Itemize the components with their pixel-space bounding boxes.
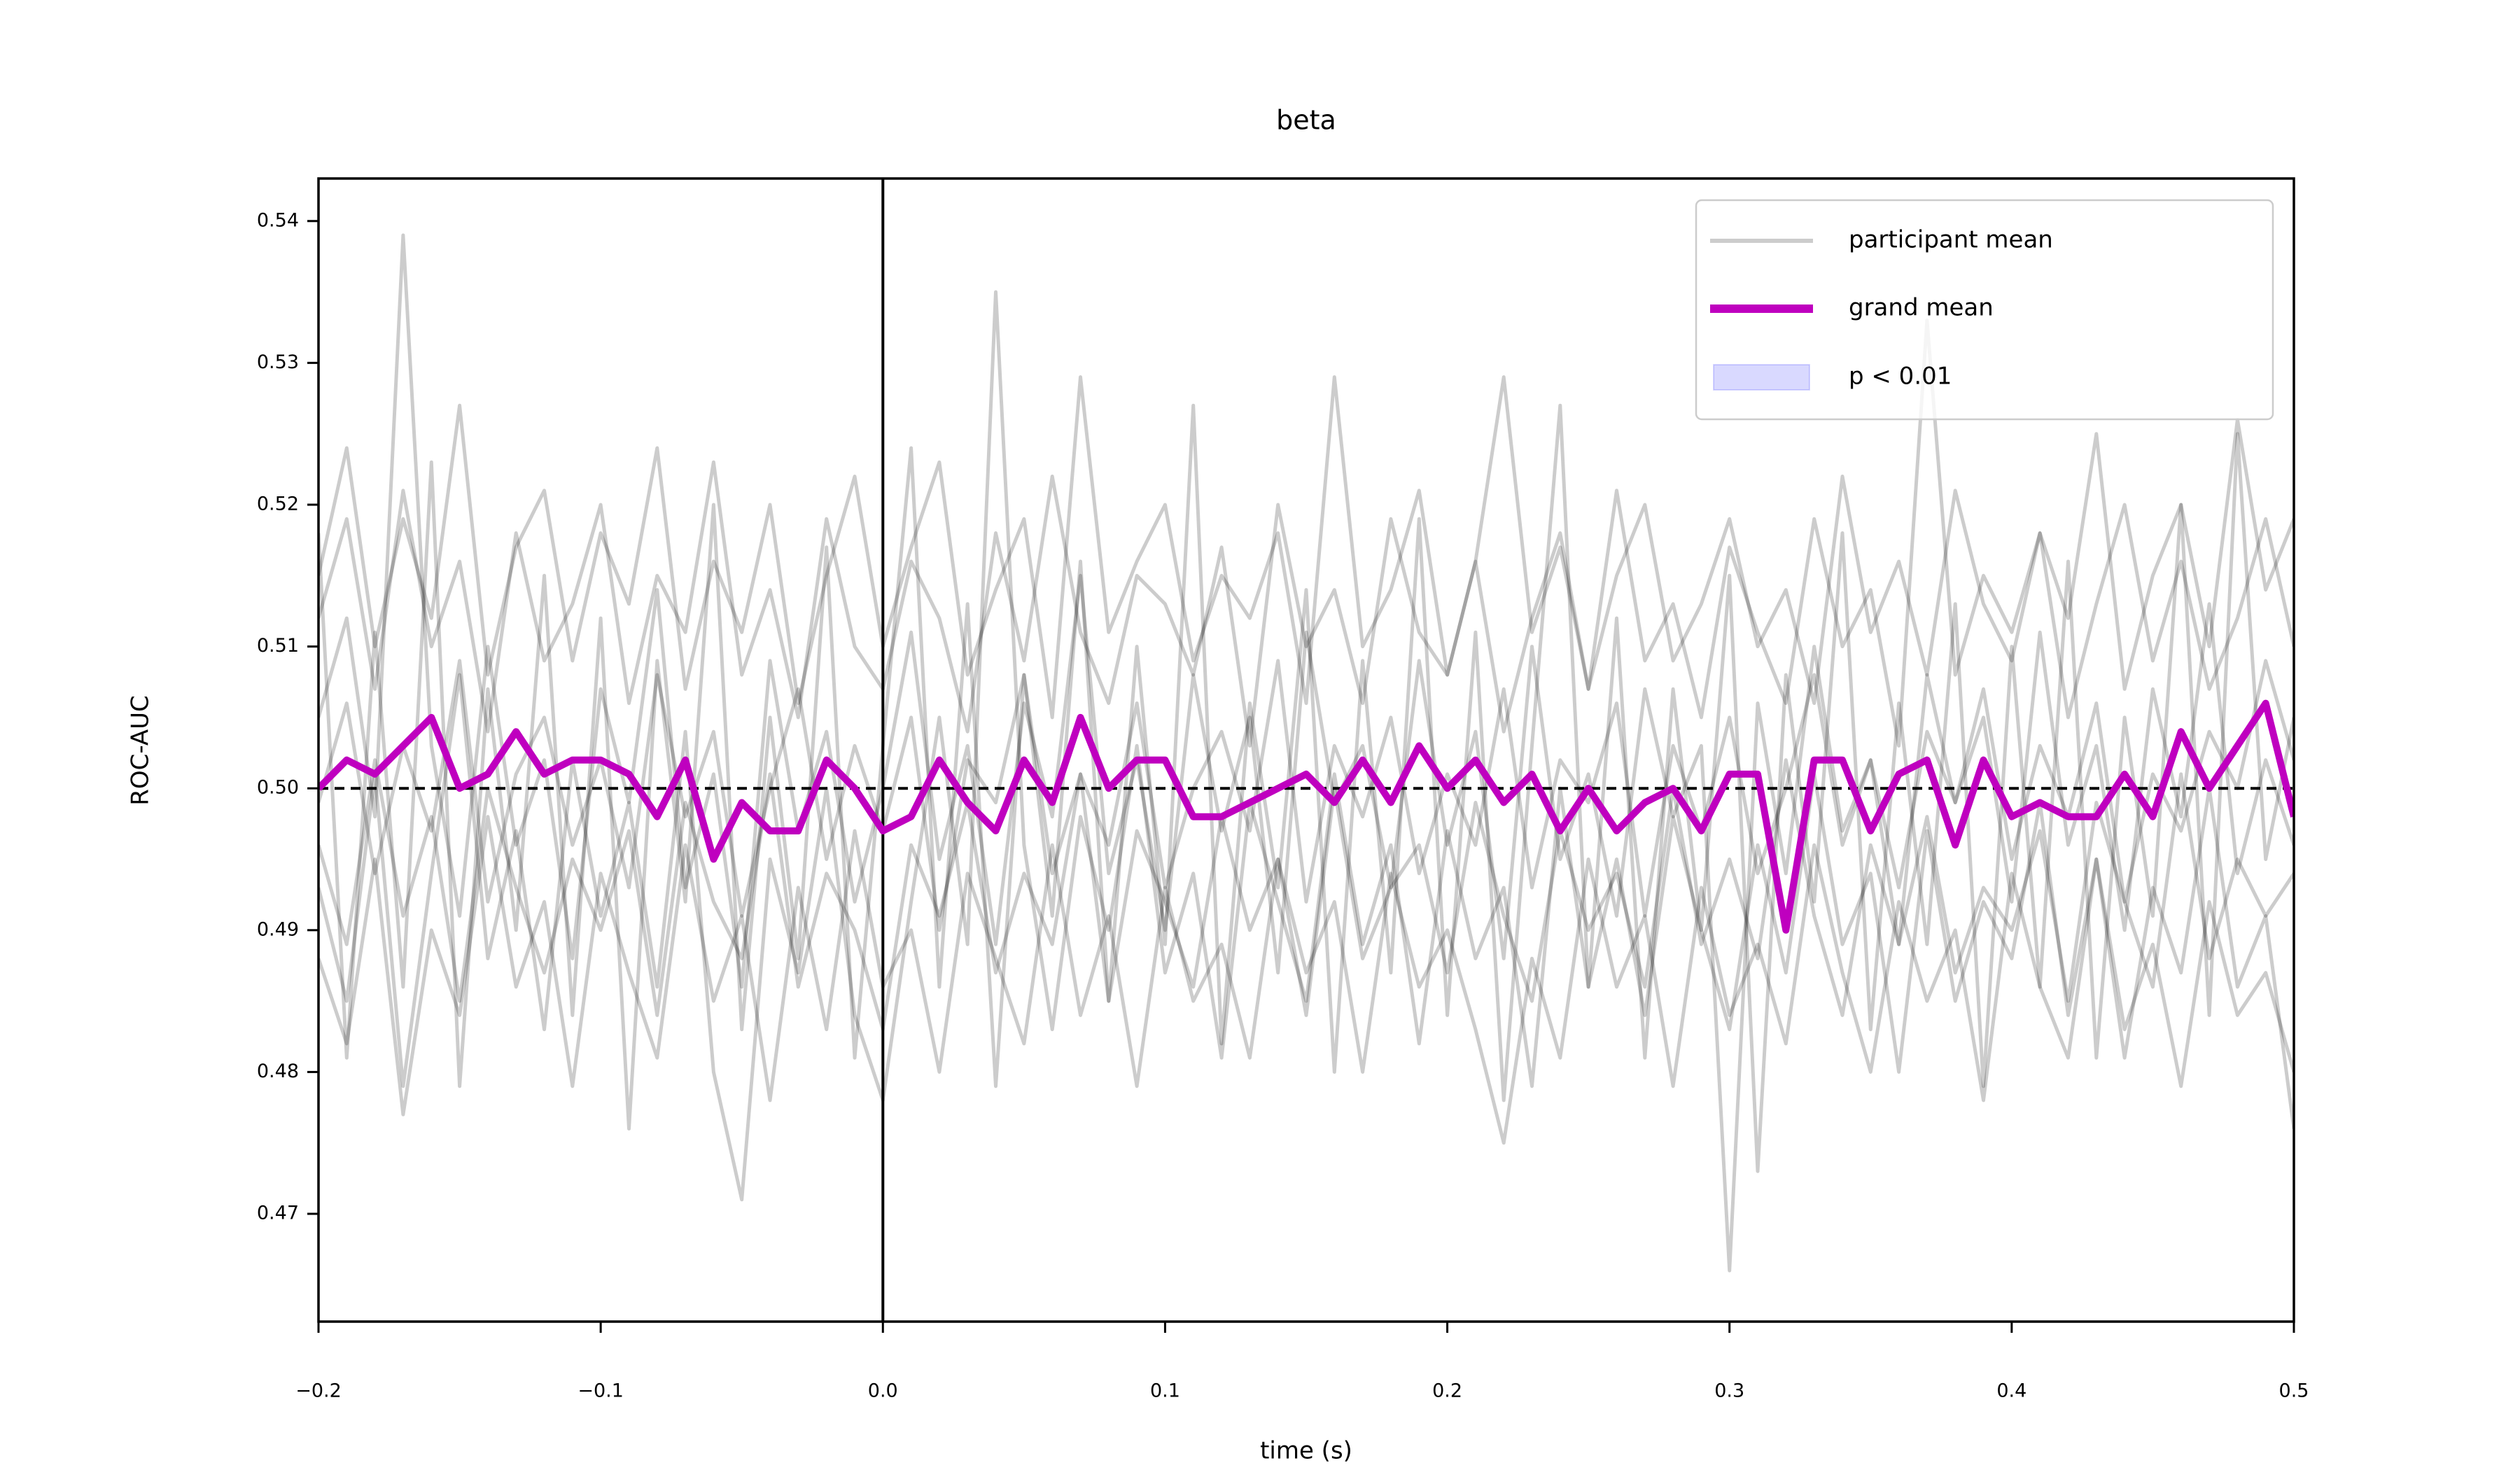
x-tick-label: 0.5: [2279, 1380, 2309, 1402]
participant-line: [318, 815, 2294, 1145]
y-axis-label: ROC-AUC: [127, 695, 155, 806]
legend-label: grand mean: [1849, 294, 1994, 322]
y-tick-label: 0.51: [257, 635, 299, 657]
axes: −0.2 −0.1 0.0 0.1 0.2 0.3 0.4 0.5 0.47 0.48 0.49 0.…: [257, 177, 2309, 1402]
chart-title: beta: [1276, 105, 1336, 136]
x-tick-label: 0.1: [1150, 1380, 1180, 1402]
x-tick-label: −0.1: [578, 1380, 624, 1402]
axes-frame: [317, 177, 2295, 1323]
legend-label: participant mean: [1849, 226, 2053, 254]
participant-line: [318, 375, 2294, 720]
y-tick-label: 0.48: [257, 1060, 299, 1082]
grand-mean-line: [318, 699, 2294, 934]
y-tick-label: 0.54: [257, 209, 299, 231]
x-tick-label: −0.2: [295, 1380, 342, 1402]
x-axis-label: time (s): [1260, 1437, 1352, 1465]
x-tick-label: 0.4: [1996, 1380, 2026, 1402]
y-tick-label: 0.52: [257, 493, 299, 514]
legend-box: [1695, 199, 2274, 421]
legend: participant mean grand mean p < 0.01: [1695, 199, 2274, 421]
participant-line: [318, 659, 2294, 932]
plot-area: [318, 178, 2294, 1322]
participant-line: [318, 290, 2294, 1202]
participant-line: [318, 403, 2294, 1173]
x-tick-label: 0.0: [868, 1380, 898, 1402]
x-tick-label: 0.3: [1714, 1380, 1744, 1402]
y-tick-label: 0.53: [257, 351, 299, 373]
legend-significance-swatch: [1713, 364, 1810, 391]
x-tick-label: 0.2: [1432, 1380, 1462, 1402]
legend-label: p < 0.01: [1849, 363, 1952, 391]
participant-line: [318, 318, 2294, 748]
participant-line: [318, 233, 2294, 1273]
y-tick-label: 0.47: [257, 1203, 299, 1224]
participant-line: [318, 758, 2294, 1032]
y-tick-label: 0.50: [257, 777, 299, 799]
y-tick-label: 0.49: [257, 918, 299, 940]
